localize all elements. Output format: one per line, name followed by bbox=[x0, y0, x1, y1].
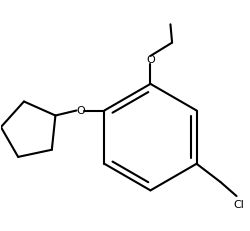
Text: O: O bbox=[146, 55, 154, 65]
Text: O: O bbox=[76, 106, 84, 116]
Text: Cl: Cl bbox=[233, 200, 244, 210]
